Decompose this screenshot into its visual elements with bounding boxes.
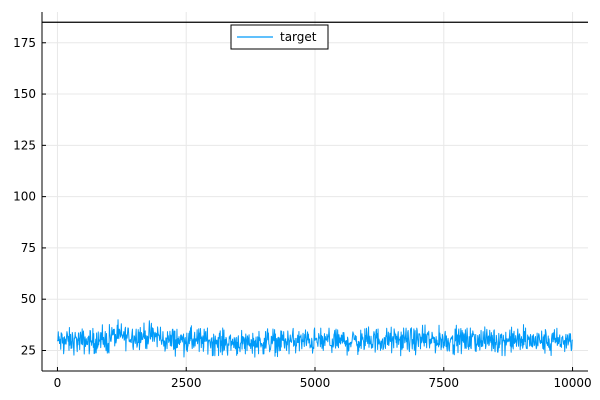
ticks: 0 2500 5000 7500 10000 25 50 75 100 125 150 175: [13, 36, 592, 390]
series-line-target: [57, 319, 573, 358]
y-tick-label: 175: [13, 36, 36, 50]
y-tick-label: 150: [13, 87, 36, 101]
x-tick-label: 7500: [429, 376, 460, 390]
y-tick-label: 100: [13, 190, 36, 204]
x-tick-label: 5000: [300, 376, 331, 390]
y-tick-label: 125: [13, 138, 36, 152]
grid: [42, 12, 588, 371]
y-tick-label: 75: [21, 241, 36, 255]
y-tick-label: 50: [21, 292, 36, 306]
y-tick-label: 25: [21, 343, 36, 357]
legend-label-target: target: [280, 30, 317, 44]
legend: target: [230, 24, 329, 50]
x-tick-label: 0: [54, 376, 62, 390]
series-layer: [57, 319, 573, 358]
x-tick-label: 10000: [553, 376, 591, 390]
x-tick-label: 2500: [171, 376, 202, 390]
